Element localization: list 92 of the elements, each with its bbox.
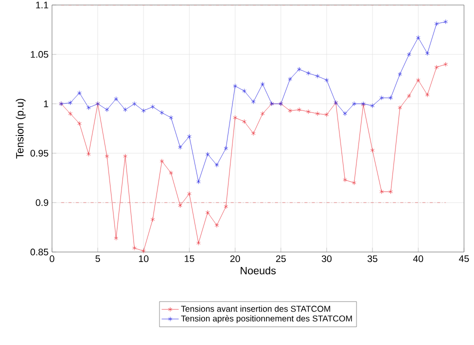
y-tick-label: 0.95 <box>30 150 48 157</box>
point <box>114 96 118 102</box>
point <box>196 240 201 246</box>
x-tick-label: 40 <box>413 255 424 262</box>
point <box>306 70 310 76</box>
point <box>315 111 320 116</box>
point <box>251 131 256 136</box>
point <box>416 35 420 40</box>
point <box>77 90 82 96</box>
point <box>315 74 320 79</box>
point <box>370 103 375 108</box>
point <box>370 148 375 153</box>
point <box>233 84 238 88</box>
point <box>104 154 110 159</box>
point <box>206 152 210 157</box>
point <box>380 95 384 100</box>
point <box>406 52 412 57</box>
x-tick-label: 5 <box>96 255 100 262</box>
point <box>425 51 430 56</box>
point <box>206 210 210 215</box>
point <box>388 95 393 100</box>
point <box>141 108 146 114</box>
point <box>388 189 393 194</box>
point <box>434 64 439 70</box>
x-tick-label: 10 <box>138 255 148 262</box>
point <box>324 78 329 82</box>
point <box>342 177 348 182</box>
x-tick-label: 15 <box>184 255 194 262</box>
legend-label: Tensions avant insertion des STATCOM <box>181 306 330 312</box>
point <box>178 144 182 150</box>
y-tick-label: 1 <box>44 100 48 108</box>
point <box>68 111 72 116</box>
point <box>288 76 292 82</box>
point <box>178 203 182 208</box>
point <box>260 111 265 116</box>
x-tick-label: 45 <box>458 255 469 262</box>
point <box>160 158 164 164</box>
point <box>168 115 174 120</box>
point <box>214 162 219 168</box>
point <box>150 104 155 110</box>
point <box>132 101 136 106</box>
point <box>306 109 310 114</box>
point <box>251 99 256 104</box>
point <box>132 246 136 250</box>
point <box>434 21 439 26</box>
x-tick-label: 20 <box>230 255 240 262</box>
point <box>168 170 174 176</box>
point <box>297 107 302 112</box>
point <box>398 72 402 77</box>
point <box>425 92 430 98</box>
y-tick-label: 0.85 <box>30 248 48 256</box>
point <box>233 115 238 120</box>
x-tick-label: 0 <box>50 255 54 262</box>
point <box>242 119 246 124</box>
y-axis-title: Tension (p.u) <box>16 98 26 159</box>
point <box>150 217 155 222</box>
point <box>187 134 192 139</box>
point <box>196 179 201 184</box>
point <box>123 154 128 159</box>
x-tick-label: 30 <box>322 255 332 262</box>
point <box>187 191 192 196</box>
x-tick-label: 25 <box>276 255 286 262</box>
y-tick-label: 0.9 <box>36 199 48 206</box>
point <box>86 105 91 110</box>
point <box>214 222 219 228</box>
point <box>288 108 292 114</box>
point <box>324 112 329 118</box>
y-tick-label: 1.1 <box>36 2 48 8</box>
x-tick-label: 35 <box>368 255 378 262</box>
point <box>398 105 402 110</box>
point <box>352 101 356 106</box>
point <box>242 88 246 94</box>
point <box>68 100 72 106</box>
point <box>104 107 110 112</box>
point <box>297 66 302 72</box>
point <box>86 152 91 157</box>
point <box>224 146 228 151</box>
point <box>141 248 146 254</box>
point <box>114 236 118 241</box>
point <box>416 78 420 82</box>
point <box>224 204 228 209</box>
point <box>160 110 164 116</box>
y-tick-label: 1.05 <box>30 51 48 58</box>
point <box>123 107 128 112</box>
point <box>260 82 265 86</box>
point <box>342 111 348 116</box>
legend-label: Tension après positionnement des STATCOM <box>181 315 352 324</box>
point <box>352 180 356 186</box>
point <box>380 189 384 194</box>
point <box>77 121 82 126</box>
point <box>406 94 412 98</box>
x-axis-title: Noeuds <box>240 266 276 274</box>
